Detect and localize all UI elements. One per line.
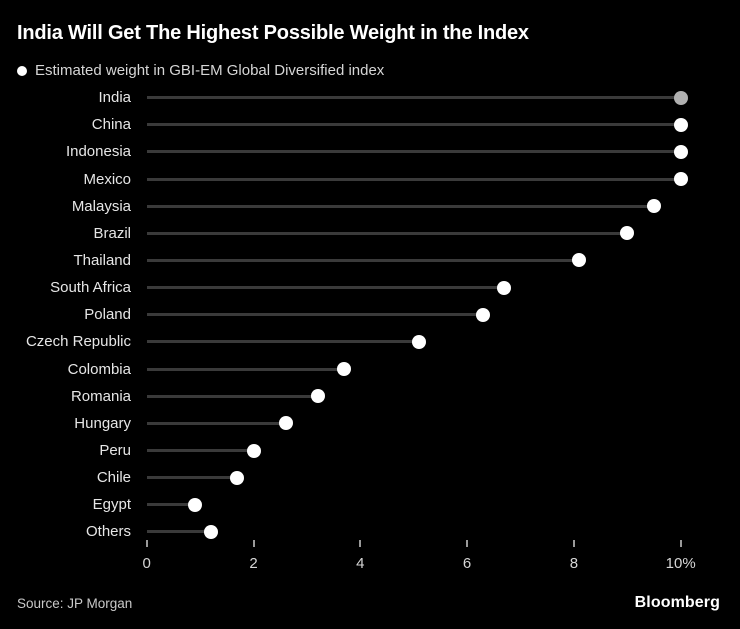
lollipop-line — [147, 204, 654, 208]
chart-row: Czech Republic — [0, 328, 740, 355]
plot-area: India China Indonesia Mexico Malaysia Brazil T… — [0, 84, 740, 546]
chart-row: Brazil — [0, 220, 740, 247]
category-label: Chile — [96, 469, 131, 487]
category-label: India — [98, 89, 131, 107]
chart-row: Romania — [0, 383, 740, 410]
category-label: Romania — [70, 387, 131, 405]
data-point-dot — [572, 253, 587, 268]
axis-tick-mark — [359, 540, 362, 547]
category-label: Hungary — [74, 414, 131, 432]
data-point-dot — [647, 199, 661, 214]
chart-row: Mexico — [0, 165, 740, 192]
lollipop-line — [147, 96, 681, 100]
axis-tick-label: 2 — [249, 555, 258, 572]
axis-tick-mark — [679, 540, 682, 547]
legend-dot-icon — [17, 65, 27, 76]
chart-row: Hungary — [0, 410, 740, 437]
data-point-dot — [310, 389, 325, 404]
bloomberg-logo: Bloomberg — [634, 594, 720, 611]
category-label: China — [91, 116, 131, 134]
chart-row: Chile — [0, 464, 740, 491]
category-label: Thailand — [73, 251, 131, 269]
chart-row: Indonesia — [0, 138, 740, 165]
axis-tick-label: 6 — [462, 555, 472, 572]
category-label: Peru — [99, 442, 131, 459]
chart-row: Thailand — [0, 247, 740, 274]
category-label: Brazil — [93, 224, 131, 242]
data-point-dot — [497, 280, 512, 295]
data-point-dot — [246, 443, 261, 458]
chart-row: Others — [0, 518, 740, 545]
lollipop-line — [147, 367, 345, 371]
axis-tick-mark — [252, 540, 255, 547]
lollipop-line — [147, 177, 681, 181]
chart-row: Malaysia — [0, 193, 740, 220]
axis-tick-mark — [145, 540, 148, 547]
chart-row: Colombia — [0, 356, 740, 383]
legend-label: Estimated weight in GBI-EM Global Divers… — [35, 62, 385, 79]
axis-tick-label: 8 — [569, 555, 579, 572]
lollipop-line — [147, 340, 420, 344]
lollipop-line — [147, 150, 681, 154]
data-point-dot — [230, 470, 245, 485]
lollipop-line — [147, 231, 628, 235]
lollipop-line — [147, 476, 238, 480]
category-label: Others — [85, 523, 131, 541]
data-point-dot — [620, 226, 635, 241]
category-label: Colombia — [67, 360, 131, 378]
chart-row: China — [0, 111, 740, 138]
chart-row: South Africa — [0, 274, 740, 301]
source-note: Source: JP Morgan — [17, 595, 133, 611]
lollipop-line — [147, 449, 254, 452]
footer: Source: JP Morgan Bloomberg — [17, 594, 720, 612]
data-point-dot — [673, 172, 688, 186]
data-point-dot — [187, 497, 202, 512]
category-label: Egypt — [92, 496, 131, 514]
lollipop-line — [147, 530, 211, 534]
data-point-dot — [673, 144, 688, 159]
category-label: Malaysia — [71, 197, 131, 215]
legend: Estimated weight in GBI-EM Global Divers… — [17, 62, 384, 79]
axis-tick-mark — [466, 540, 469, 547]
data-point-dot — [673, 117, 688, 132]
lollipop-line — [147, 421, 286, 425]
data-point-dot — [203, 524, 218, 539]
axis-tick-mark — [572, 540, 575, 547]
data-point-dot — [476, 307, 491, 322]
lollipop-line — [147, 123, 681, 127]
chart-row: Poland — [0, 301, 740, 328]
lollipop-line — [147, 394, 318, 398]
category-label: South Africa — [50, 279, 131, 297]
x-axis: 0 2 4 6 8 10% — [0, 540, 740, 580]
category-label: Czech Republic — [25, 333, 131, 351]
lollipop-line — [147, 286, 505, 290]
axis-tick-label: 4 — [356, 555, 365, 572]
chart-title: India Will Get The Highest Possible Weig… — [17, 22, 529, 44]
axis-tick-label: 10% — [665, 555, 696, 572]
category-label: Indonesia — [65, 143, 131, 161]
category-label: Poland — [84, 306, 131, 324]
data-point-dot — [673, 90, 688, 105]
chart-row: India — [0, 84, 740, 111]
lollipop-line — [147, 503, 195, 507]
lollipop-line — [147, 258, 580, 262]
data-point-dot — [337, 362, 352, 377]
axis-tick-label: 0 — [142, 555, 151, 572]
lollipop-line — [147, 313, 484, 317]
data-point-dot — [278, 416, 293, 431]
chart-row: Peru — [0, 437, 740, 464]
category-label: Mexico — [83, 170, 131, 188]
chart-row: Egypt — [0, 491, 740, 518]
data-point-dot — [412, 334, 427, 349]
